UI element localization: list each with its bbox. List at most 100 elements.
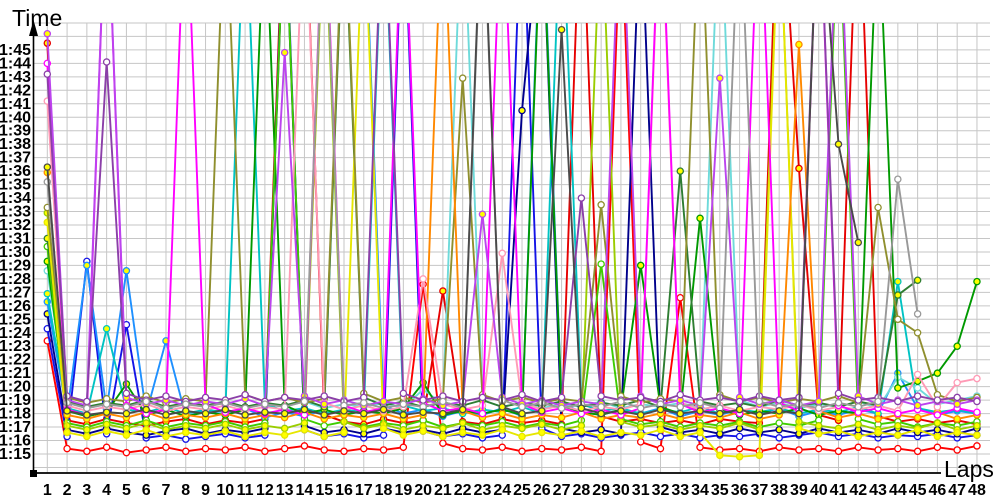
data-point-purple [913, 392, 922, 400]
data-point-chartreuse [676, 426, 685, 434]
data-point-yellow [617, 428, 625, 437]
data-point-limegreen [320, 421, 328, 430]
series-paleteal [43, 23, 981, 412]
data-point-red-a [300, 442, 309, 450]
data-point-gray [280, 403, 289, 411]
data-point-purple [399, 389, 408, 398]
data-point-darkgray [399, 411, 408, 419]
y-tick-label: 1:19 [0, 392, 31, 409]
data-point-olive [894, 315, 902, 324]
data-point-yellow [201, 431, 210, 439]
x-tick-label: 47 [948, 482, 966, 499]
x-tick-label: 41 [830, 482, 848, 499]
data-point-green [894, 384, 902, 392]
data-point-dodgerblue [122, 267, 131, 275]
data-point-yellow [182, 428, 190, 437]
data-point-blue [775, 434, 783, 442]
x-tick-label: 21 [434, 482, 452, 499]
x-tick-label: 48 [968, 482, 986, 499]
data-point-darkgray [577, 404, 586, 412]
data-point-red-a [597, 447, 605, 456]
data-point-orange [874, 415, 882, 423]
data-point-gray [617, 397, 625, 406]
y-tick-label: 1:18 [0, 406, 31, 423]
data-point-magenta [933, 411, 942, 419]
data-point-red-a [913, 447, 922, 456]
data-point-orange [953, 415, 961, 423]
data-point-red-a [122, 448, 131, 457]
data-point-darkgray [617, 407, 625, 415]
data-point-yellow [340, 428, 348, 437]
data-point-darkgray [716, 409, 724, 418]
data-point-darkgray [102, 408, 111, 416]
x-tick-label: 37 [750, 482, 768, 499]
data-point-purple [320, 392, 328, 400]
data-point-gray [182, 400, 190, 408]
data-point-red-a [261, 447, 269, 456]
data-point-yellow [933, 432, 942, 441]
data-point-yellow [122, 431, 131, 439]
data-point-darkgray [142, 405, 150, 414]
data-point-red-a [854, 443, 863, 452]
data-point-yellow [795, 424, 803, 433]
data-point-chartreuse [854, 420, 863, 429]
data-point-orange [913, 413, 922, 422]
data-point-red-a [379, 446, 388, 454]
data-point-red-a [399, 443, 408, 452]
data-point-purple [577, 194, 586, 202]
data-point-red-a [162, 443, 170, 452]
series-lines [43, 23, 981, 461]
data-point-purple [557, 393, 566, 402]
y-tick-label: 1:30 [0, 244, 31, 261]
x-tick-label: 26 [533, 482, 551, 499]
x-tick-label: 32 [652, 482, 670, 499]
data-point-yellow [854, 432, 863, 441]
data-point-yellow [399, 431, 408, 439]
data-point-yellow [280, 431, 289, 439]
data-point-red-a [478, 446, 487, 454]
y-tick-label: 1:43 [0, 69, 31, 86]
data-point-red-a [814, 444, 823, 453]
data-point-chartreuse [142, 419, 150, 427]
data-point-darkgray [854, 238, 863, 247]
data-point-darkgray [83, 411, 91, 419]
data-point-chartreuse [814, 421, 823, 430]
data-point-yellow [162, 432, 170, 441]
data-point-magenta [478, 409, 487, 418]
data-point-gray [597, 403, 605, 411]
data-point-yellow [142, 426, 150, 434]
data-point-gray [221, 399, 230, 407]
data-point-yellow [300, 426, 309, 434]
data-point-darkgray [43, 163, 52, 171]
data-point-yellow [834, 427, 843, 435]
data-point-darkgray [676, 409, 685, 418]
y-tick-label: 1:42 [0, 82, 31, 99]
data-point-red-a [656, 444, 665, 453]
data-point-yellow [379, 424, 388, 433]
data-point-gray [854, 403, 863, 411]
x-axis-tick-labels: 1 2 3 4 5 6 7 8 9 10 11 12 13 14 15 16 17 18 19 20 21 22 23 24 2… [43, 482, 986, 499]
data-point-yellow [913, 426, 922, 434]
x-tick-label: 24 [493, 482, 511, 499]
data-point-yellow [538, 428, 546, 437]
x-tick-label: 9 [201, 482, 210, 499]
data-point-gray [261, 400, 269, 408]
data-point-yellow [696, 428, 704, 437]
x-tick-label: 29 [592, 482, 610, 499]
data-point-chartreuse [300, 419, 309, 427]
data-point-yellow [716, 451, 724, 460]
data-point-red-a [241, 443, 249, 452]
data-point-gray [399, 400, 408, 408]
x-tick-label: 15 [315, 482, 333, 499]
y-tick-label: 1:23 [0, 338, 31, 355]
data-point-navy [775, 426, 783, 434]
data-point-chartreuse [636, 423, 645, 431]
series-cyan [43, 23, 981, 418]
data-point-pink [498, 249, 506, 258]
x-tick-label: 6 [142, 482, 151, 499]
data-point-yellow [439, 432, 447, 441]
data-point-blue [656, 432, 665, 441]
data-point-gray [102, 400, 111, 408]
data-point-red-a [221, 446, 230, 454]
data-point-chartreuse [360, 424, 368, 433]
